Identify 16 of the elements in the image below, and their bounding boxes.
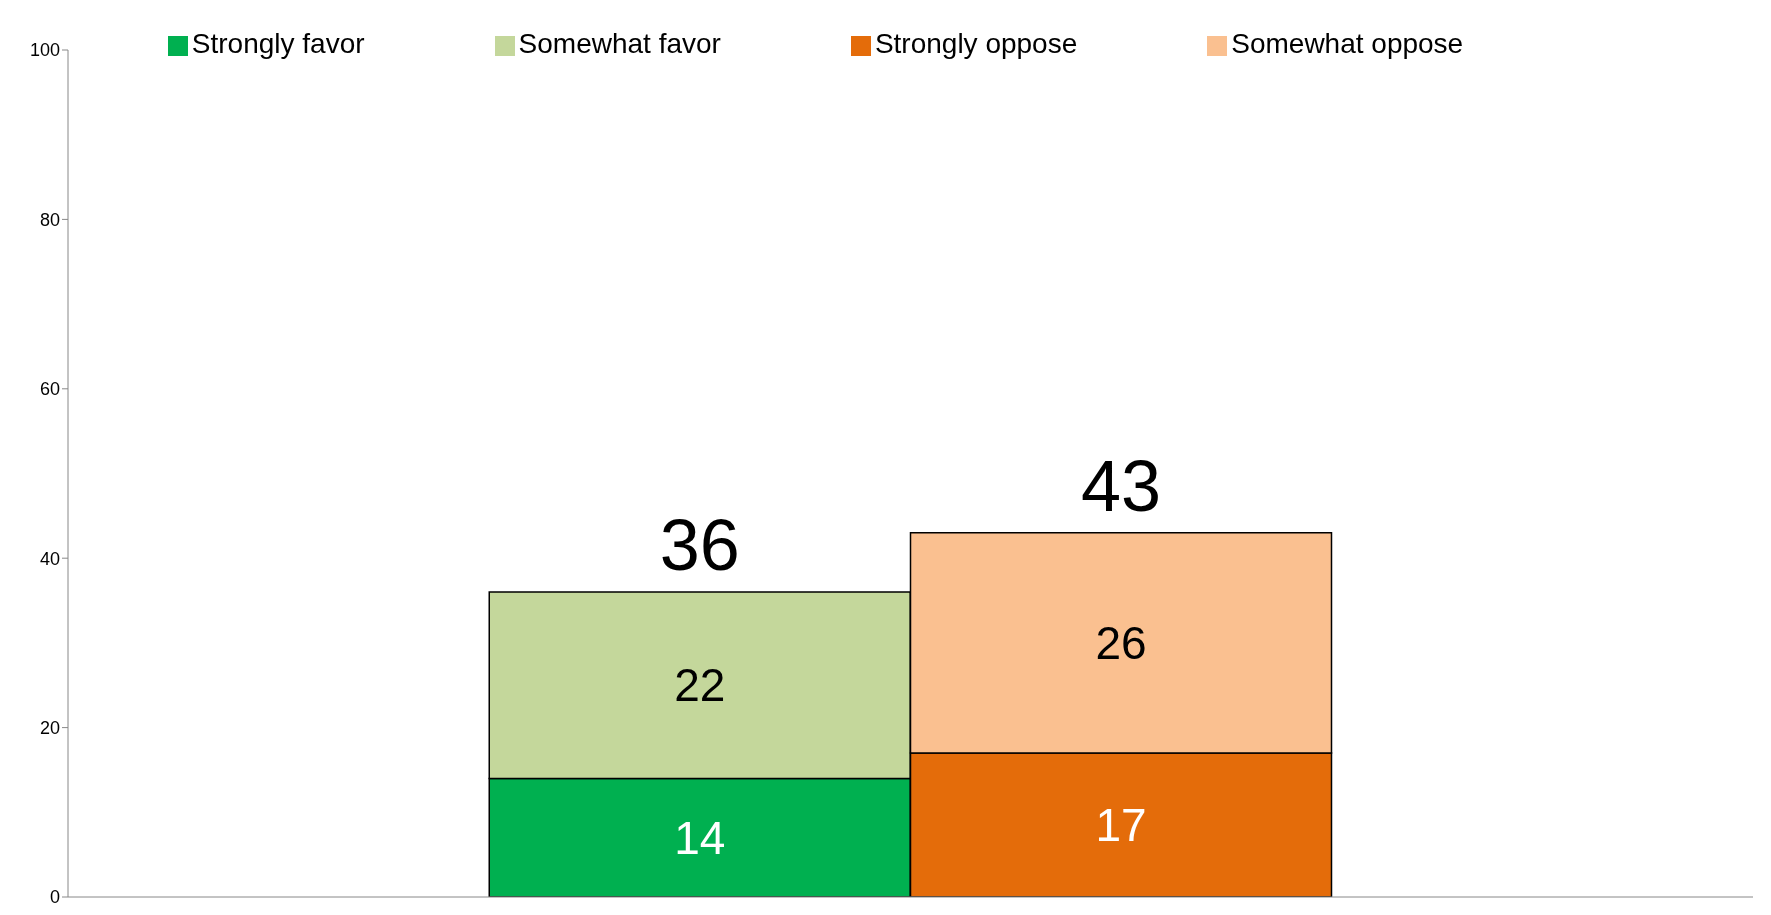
y-tick-label: 40 [39, 548, 60, 569]
legend-label: Strongly favor [191, 28, 365, 59]
data-label: 26 [1095, 617, 1147, 669]
legend-label: Somewhat oppose [1231, 28, 1464, 59]
y-tick-label: 20 [39, 717, 60, 738]
legend-label: Strongly oppose [874, 28, 1078, 59]
total-label: 36 [659, 505, 740, 586]
y-tick-label: 60 [39, 379, 60, 400]
data-label: 14 [674, 811, 726, 864]
y-tick-label: 100 [29, 40, 60, 61]
data-label: 22 [674, 659, 726, 712]
legend-label: Somewhat favor [518, 28, 721, 59]
y-tick-label: 80 [39, 209, 60, 230]
y-tick-label: 0 [49, 887, 60, 908]
total-label: 43 [1081, 445, 1162, 526]
data-label: 17 [1095, 799, 1147, 852]
